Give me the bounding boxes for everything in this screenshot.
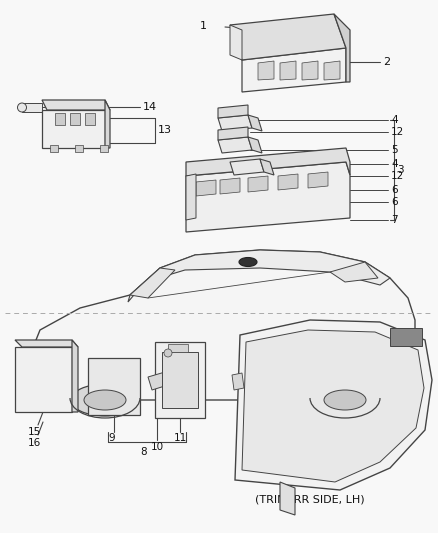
Polygon shape [230, 14, 346, 60]
Ellipse shape [84, 390, 126, 410]
Polygon shape [15, 340, 78, 347]
Polygon shape [302, 61, 318, 80]
Ellipse shape [71, 384, 139, 416]
Polygon shape [258, 61, 274, 80]
Text: 10: 10 [151, 442, 164, 452]
Polygon shape [28, 250, 415, 400]
Polygon shape [230, 25, 242, 60]
Polygon shape [15, 347, 72, 412]
Polygon shape [186, 174, 196, 220]
Polygon shape [50, 145, 58, 152]
Polygon shape [248, 176, 268, 192]
Text: 11: 11 [174, 433, 187, 443]
Polygon shape [334, 14, 350, 82]
Polygon shape [42, 100, 110, 110]
Polygon shape [22, 103, 42, 112]
Bar [390, 328, 422, 346]
Text: 12: 12 [391, 127, 404, 137]
Ellipse shape [324, 390, 366, 410]
Polygon shape [72, 340, 78, 412]
Polygon shape [100, 145, 108, 152]
Polygon shape [278, 174, 298, 190]
Ellipse shape [164, 349, 172, 357]
Polygon shape [248, 137, 262, 153]
Polygon shape [324, 61, 340, 80]
Polygon shape [42, 110, 105, 148]
Text: 14: 14 [143, 102, 157, 112]
Text: (TRIM, RR SIDE, LH): (TRIM, RR SIDE, LH) [255, 495, 364, 505]
Polygon shape [196, 180, 216, 196]
Text: 6: 6 [391, 185, 398, 195]
Text: 7: 7 [391, 215, 398, 225]
Polygon shape [88, 358, 140, 415]
Polygon shape [186, 162, 350, 232]
Ellipse shape [18, 103, 27, 112]
Ellipse shape [239, 257, 257, 266]
Polygon shape [85, 113, 95, 125]
Ellipse shape [311, 384, 379, 416]
Polygon shape [220, 178, 240, 194]
Polygon shape [55, 113, 65, 125]
Polygon shape [130, 268, 175, 298]
Polygon shape [280, 482, 295, 515]
Polygon shape [155, 342, 205, 418]
Polygon shape [75, 145, 83, 152]
Text: 6: 6 [391, 197, 398, 207]
Polygon shape [280, 61, 296, 80]
Text: 4: 4 [391, 159, 398, 169]
Polygon shape [308, 172, 328, 188]
Polygon shape [168, 344, 188, 352]
Text: 9: 9 [108, 433, 115, 443]
Polygon shape [235, 320, 432, 490]
Text: 5: 5 [391, 145, 398, 155]
Polygon shape [186, 148, 350, 176]
Polygon shape [128, 250, 390, 302]
Polygon shape [162, 352, 198, 408]
Text: 13: 13 [158, 125, 172, 135]
Text: 15: 15 [28, 427, 41, 437]
Polygon shape [218, 115, 252, 131]
Text: 4: 4 [391, 115, 398, 125]
Text: 16: 16 [28, 438, 41, 448]
Text: 1: 1 [200, 21, 207, 31]
Polygon shape [330, 262, 378, 282]
Polygon shape [218, 137, 252, 153]
Text: 3: 3 [397, 165, 404, 175]
Polygon shape [248, 115, 262, 131]
Polygon shape [230, 159, 264, 175]
Polygon shape [148, 372, 168, 390]
Polygon shape [218, 127, 248, 140]
Polygon shape [260, 159, 274, 175]
Text: 8: 8 [140, 447, 147, 457]
Polygon shape [70, 113, 80, 125]
Polygon shape [242, 48, 346, 92]
Text: 12: 12 [391, 171, 404, 181]
Polygon shape [232, 373, 244, 390]
Polygon shape [218, 105, 248, 118]
Text: 2: 2 [383, 57, 390, 67]
Polygon shape [105, 100, 110, 148]
Polygon shape [242, 330, 424, 482]
